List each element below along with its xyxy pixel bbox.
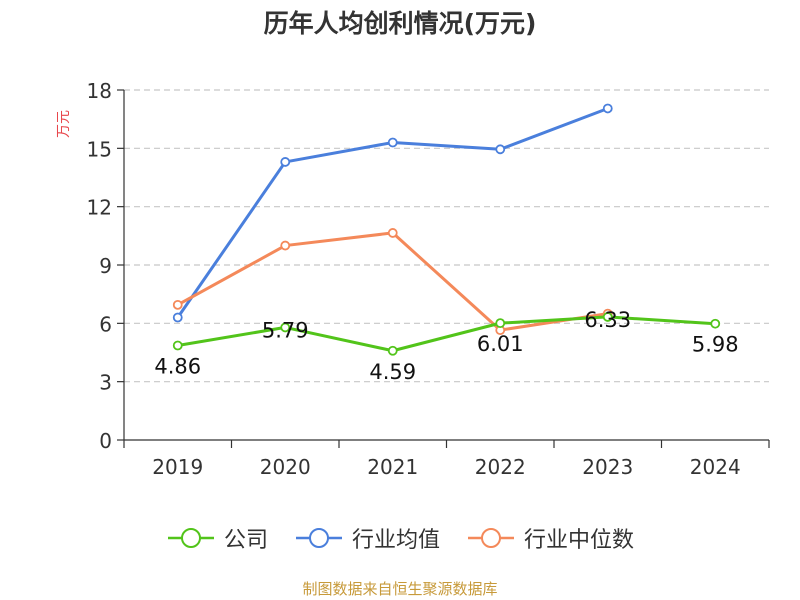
data-label: 4.59 <box>369 360 416 384</box>
data-point-industry_median <box>387 228 398 238</box>
data-point-industry_median <box>172 299 183 310</box>
series-industry_median <box>172 228 613 336</box>
data-label: 4.86 <box>154 355 201 379</box>
legend-label: 行业均值 <box>351 528 440 553</box>
data-point-company <box>280 322 291 333</box>
y-tick-label: 15 <box>87 137 112 161</box>
data-point-industry_avg <box>280 157 291 167</box>
x-tick-label: 2019 <box>152 455 203 479</box>
legend-line-marker-icon <box>167 528 214 548</box>
x-tick-label: 2023 <box>582 455 633 479</box>
data-label: 5.98 <box>692 333 739 357</box>
data-point-company <box>602 312 613 322</box>
x-tick-label: 2021 <box>367 455 418 479</box>
legend-item-company[interactable]: 公司 <box>166 522 268 554</box>
data-point-industry_avg <box>172 312 183 323</box>
legend-line-marker-icon <box>468 528 514 548</box>
series-line-company <box>177 315 716 353</box>
series-layer <box>172 103 721 356</box>
data-labels: 4.86 5.79 4.59 6.01 6.33 5.98 <box>154 308 738 384</box>
grid-lines <box>124 89 769 383</box>
legend-line-marker-icon <box>295 528 342 548</box>
data-point-company <box>387 345 398 356</box>
series-line-industry_median <box>177 231 608 332</box>
y-axis-label: 万元 <box>56 110 72 138</box>
legend-item-industry_median[interactable]: 行业中位数 <box>466 522 634 554</box>
x-tick-label: 2022 <box>475 455 526 479</box>
y-tick-label: 18 <box>87 79 112 103</box>
data-point-industry_avg <box>387 137 398 148</box>
data-label: 6.33 <box>584 308 631 332</box>
data-point-company <box>172 340 183 351</box>
data-point-company <box>495 318 506 329</box>
series-company <box>172 312 721 356</box>
series-industry_avg <box>172 103 613 323</box>
data-point-industry_avg <box>495 144 506 155</box>
data-point-company <box>710 318 721 329</box>
data-label: 6.01 <box>477 332 524 356</box>
y-tick-label: 6 <box>99 312 112 336</box>
legend-label: 行业中位数 <box>524 528 635 553</box>
chart-title: 历年人均创利情况(万元) <box>264 9 537 38</box>
data-point-industry_median <box>280 240 291 251</box>
y-tick-label: 3 <box>99 371 112 395</box>
y-tick-label: 9 <box>99 254 112 278</box>
y-tick-label: 12 <box>87 196 112 220</box>
axes: 0 3 6 9 12 15 18 2019 2020 2021 2022 2023 2024 <box>87 79 770 479</box>
x-tick-label: 2024 <box>690 455 741 479</box>
source-note: 制图数据来自恒生聚源数据库 <box>302 580 498 598</box>
legend-item-industry_avg[interactable]: 行业均值 <box>294 522 440 554</box>
x-tick-label: 2020 <box>260 455 311 479</box>
legend-label: 公司 <box>223 528 268 553</box>
y-tick-label: 0 <box>99 429 112 453</box>
data-point-industry_avg <box>602 103 613 114</box>
data-label: 5.79 <box>262 318 309 342</box>
legend: 公司 行业均值 行业中位数 <box>0 520 800 556</box>
